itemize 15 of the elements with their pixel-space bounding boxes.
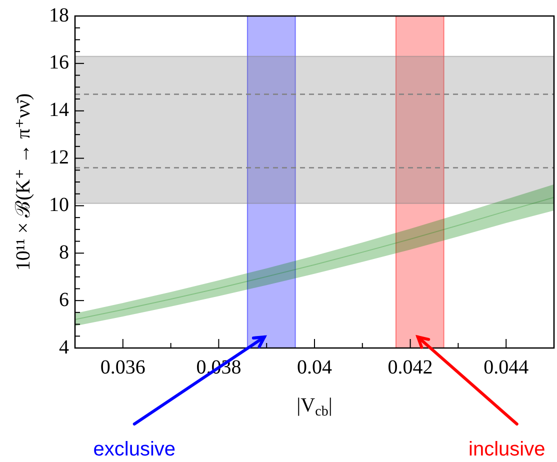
band-label: exclusive: [93, 438, 176, 461]
y-tick-label: 8: [59, 241, 69, 264]
y-tick-label: 10: [49, 194, 69, 216]
x-tick-label: 0.044: [484, 356, 529, 378]
y-axis-title: 10¹¹ × ℬ(K⁺ → π⁺νν̄): [12, 93, 34, 271]
x-tick-label: 0.036: [100, 356, 146, 378]
y-tick-label: 18: [49, 4, 69, 26]
y-tick-label: 4: [59, 336, 69, 358]
y-tick-label: 12: [49, 146, 69, 169]
y-tick-label: 16: [49, 52, 69, 74]
y-tick-label: 14: [49, 99, 69, 122]
y-tick-label: 6: [59, 288, 69, 311]
x-tick-label: 0.04: [297, 356, 332, 378]
band-label: inclusive: [468, 438, 546, 461]
x-tick-label: 0.042: [388, 356, 433, 378]
